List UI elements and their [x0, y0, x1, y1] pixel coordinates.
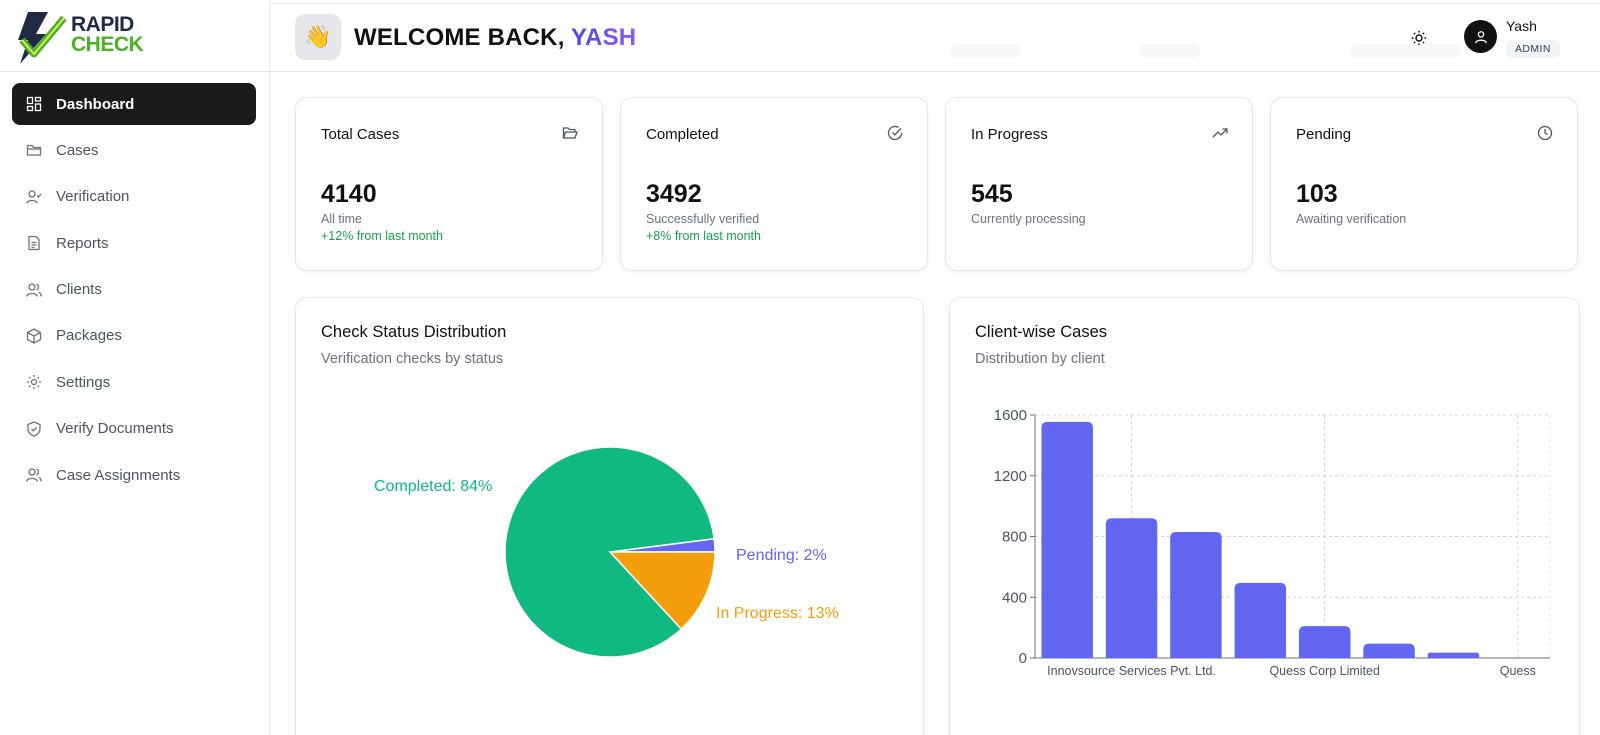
sidebar-item-reports[interactable]: Reports: [12, 222, 256, 264]
sidebar-item-clients[interactable]: Clients: [12, 269, 256, 311]
faded-placeholder: [950, 44, 1020, 58]
trending-up-icon: [1212, 125, 1228, 141]
pie-label-pending: Pending: 2%: [736, 547, 827, 564]
brand-name: RAPID CHECK: [71, 13, 144, 56]
check-circle-icon: [887, 125, 903, 141]
stat-value: 545: [971, 180, 1013, 208]
users-icon: [26, 467, 42, 483]
sidebar-nav: Dashboard Cases Verification Reports Cli…: [12, 83, 256, 501]
sidebar-item-label: Verify Documents: [56, 420, 174, 438]
user-icon: [1474, 30, 1487, 43]
y-tick-label: 0: [1019, 650, 1027, 667]
sidebar-divider: [0, 71, 270, 72]
client-cases-card: Client-wise Cases Distribution by client…: [949, 297, 1580, 735]
client-bar-chart: 0 400 800 1200 1600 Innovsource Services Pvt.…: [994, 407, 1551, 678]
user-check-icon: [26, 189, 42, 205]
dashboard-icon: [26, 96, 42, 112]
stat-subtext: All time: [321, 212, 362, 226]
bar[interactable]: [1363, 643, 1415, 658]
y-tick-label: 1200: [994, 468, 1027, 485]
stat-subtext: Awaiting verification: [1296, 212, 1407, 226]
bar[interactable]: [1170, 531, 1222, 658]
page-title: WELCOME BACK, YASH: [354, 24, 636, 52]
x-tick-label: Quess: [1500, 664, 1536, 678]
status-pie-chart: Completed: 84% Pending: 2% In Progress: 13…: [374, 446, 839, 658]
pie-label-in-progress: In Progress: 13%: [716, 605, 839, 622]
pie-slice-in-progress[interactable]: [608, 551, 716, 631]
sidebar-item-label: Cases: [56, 141, 99, 159]
stat-card-completed: Completed 3492 Successfully verified +8%…: [620, 97, 928, 271]
chart-subtitle: Verification checks by status: [321, 351, 504, 367]
stat-title: Total Cases: [321, 126, 400, 143]
file-text-icon: [26, 235, 42, 251]
chart-title: Check Status Distribution: [321, 323, 507, 341]
role-badge: ADMIN: [1506, 40, 1560, 58]
gear-icon: [26, 374, 42, 390]
sun-icon: [1411, 30, 1427, 46]
bar[interactable]: [1427, 652, 1480, 658]
brand-logo[interactable]: RAPID CHECK: [14, 10, 154, 66]
faded-placeholder: [1350, 44, 1460, 58]
bar[interactable]: [1105, 518, 1158, 658]
users-icon: [26, 282, 42, 298]
welcome-user-name: YASH: [571, 24, 637, 51]
folder-icon: [26, 142, 42, 158]
brand-line1: RAPID: [71, 13, 134, 36]
sidebar: RAPID CHECK Dashboard Cases Verification: [0, 0, 270, 735]
avatar[interactable]: [1464, 20, 1497, 53]
bar[interactable]: [1234, 582, 1287, 658]
sidebar-item-packages[interactable]: Packages: [12, 315, 256, 357]
stat-card-total-cases: Total Cases 4140 All time +12% from last…: [295, 97, 603, 271]
shield-check-icon: [26, 421, 42, 437]
stat-trend: +8% from last month: [646, 229, 761, 243]
pie-slice-completed[interactable]: [504, 446, 715, 658]
sidebar-item-cases[interactable]: Cases: [12, 129, 256, 171]
sidebar-item-label: Dashboard: [56, 95, 135, 113]
stat-title: Completed: [646, 126, 719, 143]
theme-toggle-button[interactable]: [1407, 26, 1431, 50]
sidebar-item-verification[interactable]: Verification: [12, 176, 256, 218]
sidebar-item-dashboard[interactable]: Dashboard: [12, 83, 256, 125]
package-icon: [26, 328, 42, 344]
y-tick-label: 400: [1002, 589, 1027, 606]
welcome-prefix: WELCOME BACK,: [354, 24, 572, 51]
bar[interactable]: [1041, 421, 1093, 658]
faded-placeholder: [1140, 44, 1200, 58]
sidebar-item-settings[interactable]: Settings: [12, 361, 256, 403]
stat-card-pending: Pending 103 Awaiting verification: [1270, 97, 1578, 271]
stat-card-in-progress: In Progress 545 Currently processing: [945, 97, 1253, 271]
sidebar-item-label: Clients: [56, 281, 102, 299]
lightning-check-icon: [18, 12, 67, 64]
stat-title: Pending: [1296, 126, 1352, 143]
stat-title: In Progress: [971, 126, 1048, 143]
y-tick-label: 800: [1002, 529, 1027, 546]
x-tick-label: Quess Corp Limited: [1269, 664, 1380, 678]
bar[interactable]: [1298, 626, 1351, 658]
sidebar-item-label: Case Assignments: [56, 466, 181, 484]
brand-line2: CHECK: [71, 33, 144, 56]
top-header: 👋 WELCOME BACK, YASH Yash ADMIN: [270, 3, 1600, 72]
stat-value: 4140: [321, 180, 377, 208]
stat-value: 103: [1296, 180, 1338, 208]
stat-subtext: Successfully verified: [646, 212, 760, 226]
sidebar-item-case-assignments[interactable]: Case Assignments: [12, 454, 256, 496]
pie-label-completed: Completed: 84%: [374, 478, 492, 495]
stat-trend: +12% from last month: [321, 229, 443, 243]
x-tick-label: Innovsource Services Pvt. Ltd.: [1047, 664, 1216, 678]
sidebar-item-label: Verification: [56, 188, 130, 206]
user-name: Yash: [1506, 18, 1537, 34]
y-tick-label: 1600: [994, 407, 1027, 424]
clock-icon: [1537, 125, 1553, 141]
sidebar-item-label: Reports: [56, 234, 109, 252]
sidebar-item-verify-documents[interactable]: Verify Documents: [12, 408, 256, 450]
chart-subtitle: Distribution by client: [975, 351, 1105, 367]
stat-value: 3492: [646, 180, 702, 208]
status-distribution-card: Check Status Distribution Verification c…: [295, 297, 924, 735]
chart-title: Client-wise Cases: [975, 323, 1108, 341]
waving-hand-icon: 👋: [295, 14, 341, 60]
stat-subtext: Currently processing: [971, 212, 1086, 226]
sidebar-item-label: Packages: [56, 327, 122, 345]
sidebar-item-label: Settings: [56, 373, 111, 391]
folder-open-icon: [562, 125, 578, 141]
